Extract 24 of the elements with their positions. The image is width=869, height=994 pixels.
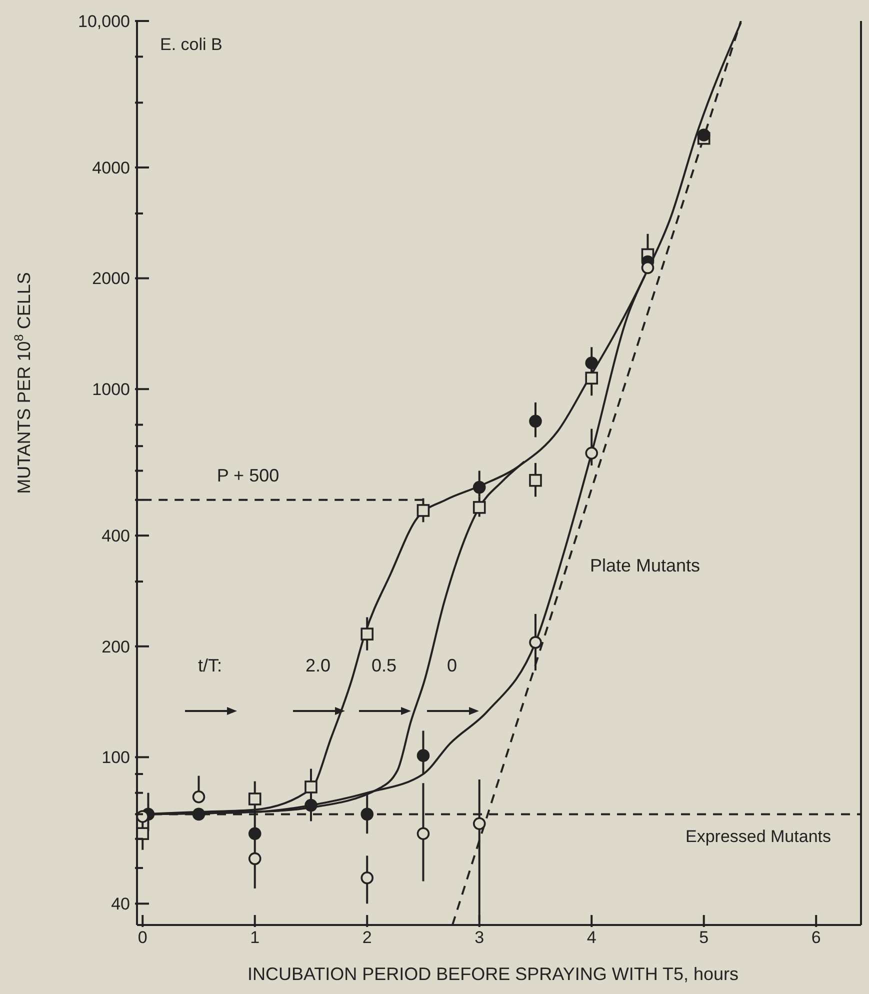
annotation: 2.0 <box>305 655 331 676</box>
annotation: 0 <box>446 655 458 676</box>
annotation: Plate Mutants <box>590 555 700 576</box>
x-tick-label: 3 <box>474 928 484 947</box>
y-tick-label: 10,000 <box>78 12 130 31</box>
ref-line-label: Expressed Mutants <box>685 827 831 846</box>
x-axis-title: INCUBATION PERIOD BEFORE SPRAYING WITH T5, hours <box>247 964 739 984</box>
y-tick-label: 100 <box>102 748 130 768</box>
x-tick-label: 6 <box>811 928 821 947</box>
x-tick-label: 1 <box>250 928 260 947</box>
y-tick-label: 1000 <box>92 380 130 400</box>
y-tick-label: 200 <box>102 637 130 656</box>
y-tick-label: 40 <box>111 894 130 914</box>
annotation: t/T: <box>198 655 222 676</box>
x-tick-label: 5 <box>699 928 709 947</box>
y-tick-label: 4000 <box>92 158 130 178</box>
text: E. coli B <box>160 35 222 54</box>
y-tick-label: 400 <box>102 526 130 546</box>
x-tick-label: 4 <box>586 928 596 947</box>
annotation: 0.5 <box>371 655 397 676</box>
x-tick-label: 2 <box>362 928 372 947</box>
y-tick-label: 2000 <box>92 269 130 288</box>
annotation: P + 500 <box>216 465 280 486</box>
x-tick-label: 0 <box>138 928 148 947</box>
